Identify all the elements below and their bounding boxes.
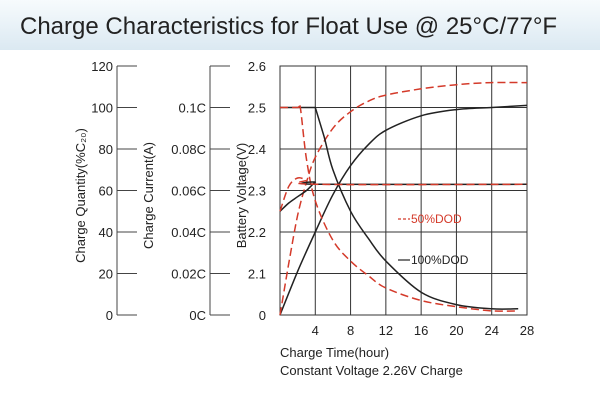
x-tick-label: 8 <box>347 323 354 338</box>
series-line <box>279 81 528 316</box>
series-line <box>279 104 528 316</box>
voltage-axis-title: Battery Voltage(V) <box>234 143 249 249</box>
chart-title: Charge Characteristics for Float Use @ 2… <box>20 13 557 40</box>
quantity-tick-label: 100 <box>91 101 113 116</box>
x-axis-label: Charge Time(hour) <box>280 345 389 360</box>
current-tick-label: 0.04C <box>171 225 206 240</box>
current-tick-label: 0.02C <box>171 267 206 282</box>
x-tick-label: 28 <box>520 323 534 338</box>
voltage-tick-label: 2.5 <box>248 101 266 116</box>
x-tick-label: 20 <box>449 323 463 338</box>
axes: 4 8 12 16 20 24 28 0 2.1 2.2 2.3 2.4 2.5 2.6 Battery V… <box>73 59 534 338</box>
x-tick-label: 4 <box>312 323 319 338</box>
x-tick-label: 16 <box>414 323 428 338</box>
quantity-tick-label: 0 <box>106 308 113 323</box>
voltage-tick-label: 2.1 <box>248 267 266 282</box>
current-tick-label: 0C <box>189 308 206 323</box>
current-tick-label: 0.06C <box>171 184 206 199</box>
voltage-tick-label: 2.4 <box>248 142 266 157</box>
legend: 50%DOD 100%DOD <box>398 212 469 267</box>
series-line <box>280 106 519 310</box>
current-tick-label: 0.1C <box>179 101 206 116</box>
series-line <box>279 177 528 212</box>
x-tick-label: 12 <box>379 323 393 338</box>
quantity-tick-label: 20 <box>99 267 113 282</box>
voltage-tick-label: 2.2 <box>248 225 266 240</box>
quantity-tick-label: 80 <box>99 142 113 157</box>
quantity-tick-label: 60 <box>99 184 113 199</box>
legend-label: 50%DOD <box>411 212 462 226</box>
series-line <box>280 102 519 312</box>
series-layer <box>279 81 528 316</box>
x-axis-label-2: Constant Voltage 2.26V Charge <box>280 363 463 378</box>
quantity-tick-label: 120 <box>91 59 113 74</box>
quantity-axis-title: Charge Quantity(%C₂₀) <box>73 128 88 263</box>
voltage-tick-label: 2.3 <box>248 184 266 199</box>
x-tick-label: 24 <box>484 323 498 338</box>
title-band <box>0 0 600 50</box>
voltage-tick-label: 2.6 <box>248 59 266 74</box>
current-axis-title: Charge Current(A) <box>141 142 156 249</box>
quantity-tick-label: 40 <box>99 225 113 240</box>
legend-label: 100%DOD <box>411 253 469 267</box>
voltage-tick-label: 0 <box>259 308 266 323</box>
current-tick-label: 0.08C <box>171 142 206 157</box>
